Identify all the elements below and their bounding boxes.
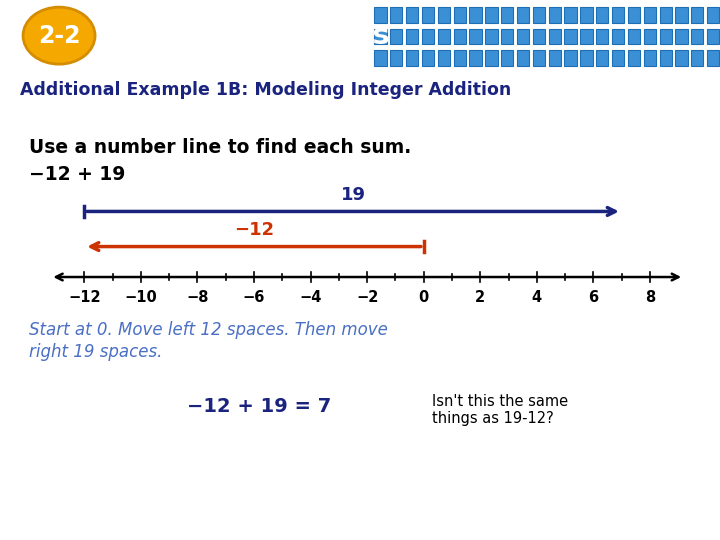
Bar bbox=[454, 50, 466, 65]
Bar bbox=[628, 29, 640, 44]
Text: −12 + 19: −12 + 19 bbox=[29, 165, 125, 184]
Bar bbox=[549, 50, 561, 65]
Bar bbox=[691, 50, 703, 65]
Text: −12 + 19 = 7: −12 + 19 = 7 bbox=[187, 397, 331, 416]
Text: Course 2: Course 2 bbox=[20, 510, 96, 525]
Bar bbox=[517, 29, 529, 44]
Text: things as 19-12?: things as 19-12? bbox=[432, 411, 554, 427]
Bar bbox=[454, 7, 466, 23]
Bar bbox=[707, 29, 719, 44]
Bar bbox=[675, 50, 688, 65]
Bar bbox=[612, 7, 624, 23]
Text: Copyright © by Holt, Rinehart and Winston. All Rights Reserved.: Copyright © by Holt, Rinehart and Winsto… bbox=[363, 513, 698, 523]
Bar bbox=[422, 7, 434, 23]
Text: −12: −12 bbox=[68, 289, 101, 305]
Bar bbox=[517, 50, 529, 65]
Bar bbox=[454, 29, 466, 44]
Text: right 19 spaces.: right 19 spaces. bbox=[29, 343, 162, 361]
Bar bbox=[549, 29, 561, 44]
Bar bbox=[660, 29, 672, 44]
Bar bbox=[374, 7, 387, 23]
Text: 4: 4 bbox=[532, 289, 542, 305]
Text: −6: −6 bbox=[243, 289, 265, 305]
Bar bbox=[469, 50, 482, 65]
Bar bbox=[501, 7, 513, 23]
Bar bbox=[390, 29, 402, 44]
Bar bbox=[390, 7, 402, 23]
Bar bbox=[612, 29, 624, 44]
Bar bbox=[596, 7, 608, 23]
Bar bbox=[501, 50, 513, 65]
Text: 2: 2 bbox=[475, 289, 485, 305]
Bar bbox=[691, 7, 703, 23]
Bar bbox=[644, 29, 656, 44]
Bar bbox=[533, 50, 545, 65]
Text: Additional Example 1B: Modeling Integer Addition: Additional Example 1B: Modeling Integer … bbox=[20, 80, 511, 99]
Bar bbox=[406, 29, 418, 44]
Text: Start at 0. Move left 12 spaces. Then move: Start at 0. Move left 12 spaces. Then mo… bbox=[29, 321, 387, 339]
Bar bbox=[406, 7, 418, 23]
Bar bbox=[675, 29, 688, 44]
Ellipse shape bbox=[23, 7, 95, 64]
Bar bbox=[612, 50, 624, 65]
Bar bbox=[660, 50, 672, 65]
Text: 8: 8 bbox=[645, 289, 655, 305]
Bar bbox=[564, 7, 577, 23]
Text: Use a number line to find each sum.: Use a number line to find each sum. bbox=[29, 138, 411, 157]
Text: −12: −12 bbox=[234, 221, 274, 239]
Text: 6: 6 bbox=[588, 289, 598, 305]
Text: Adding Integers: Adding Integers bbox=[126, 22, 390, 50]
Bar bbox=[438, 29, 450, 44]
Text: 0: 0 bbox=[418, 289, 429, 305]
Bar bbox=[533, 7, 545, 23]
Text: −8: −8 bbox=[186, 289, 209, 305]
Bar bbox=[596, 29, 608, 44]
Bar bbox=[485, 7, 498, 23]
Bar bbox=[596, 50, 608, 65]
Bar bbox=[485, 29, 498, 44]
Bar bbox=[406, 50, 418, 65]
Text: −10: −10 bbox=[125, 289, 157, 305]
Bar bbox=[485, 50, 498, 65]
Bar bbox=[660, 7, 672, 23]
Bar bbox=[422, 50, 434, 65]
Bar bbox=[533, 29, 545, 44]
Bar bbox=[469, 29, 482, 44]
Text: −4: −4 bbox=[300, 289, 322, 305]
Bar bbox=[422, 29, 434, 44]
Bar bbox=[707, 7, 719, 23]
Bar bbox=[675, 7, 688, 23]
Bar bbox=[549, 7, 561, 23]
Bar bbox=[691, 29, 703, 44]
Bar bbox=[707, 50, 719, 65]
Bar bbox=[580, 50, 593, 65]
Bar bbox=[501, 29, 513, 44]
Text: −2: −2 bbox=[356, 289, 379, 305]
Bar bbox=[374, 50, 387, 65]
Bar bbox=[438, 7, 450, 23]
Bar bbox=[438, 50, 450, 65]
Text: 19: 19 bbox=[341, 186, 366, 204]
Bar bbox=[564, 29, 577, 44]
Bar bbox=[580, 29, 593, 44]
Bar bbox=[644, 50, 656, 65]
Bar bbox=[390, 50, 402, 65]
Bar bbox=[374, 29, 387, 44]
Text: Isn't this the same: Isn't this the same bbox=[432, 394, 568, 409]
Bar bbox=[564, 50, 577, 65]
Bar bbox=[644, 7, 656, 23]
Bar bbox=[628, 7, 640, 23]
Bar bbox=[580, 7, 593, 23]
Bar bbox=[517, 7, 529, 23]
Bar bbox=[628, 50, 640, 65]
Bar bbox=[469, 7, 482, 23]
Text: 2-2: 2-2 bbox=[37, 24, 81, 48]
